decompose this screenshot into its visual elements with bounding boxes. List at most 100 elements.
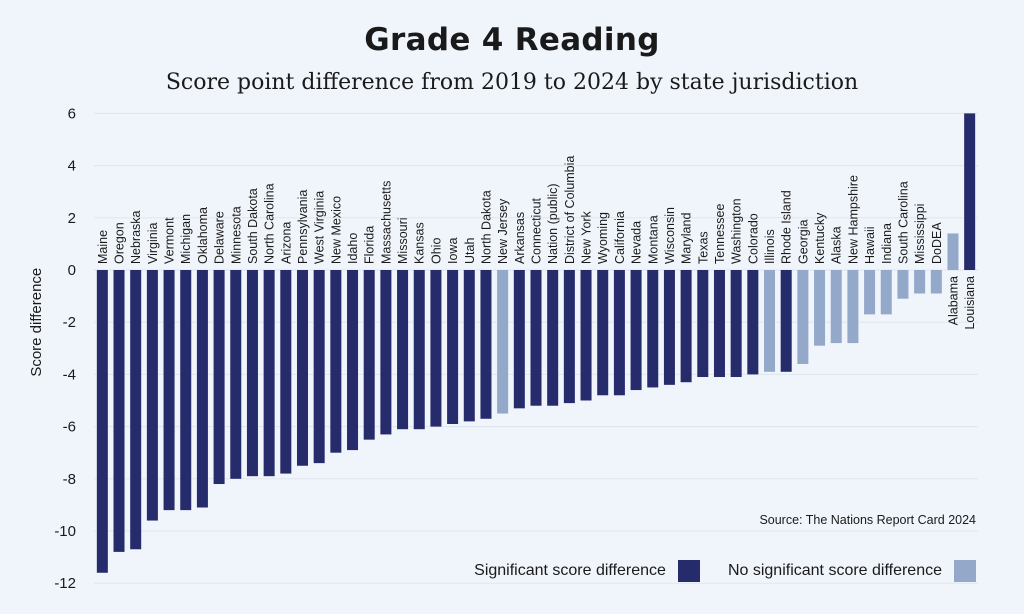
- bar-rhode-island: [780, 270, 792, 372]
- state-label: Georgia: [796, 219, 810, 264]
- bar-alabama: [947, 233, 959, 270]
- bar-minnesota: [230, 270, 242, 479]
- state-label: District of Columbia: [563, 156, 577, 264]
- state-label: Illinois: [763, 229, 777, 264]
- state-label: West Virginia: [313, 191, 327, 264]
- state-label: Michigan: [179, 214, 193, 264]
- state-label: Indiana: [880, 223, 894, 264]
- state-label: California: [613, 211, 627, 264]
- bar-new-hampshire: [847, 270, 859, 344]
- bar-missouri: [397, 270, 409, 430]
- y-axis-label: Score difference: [28, 268, 45, 377]
- state-label: New York: [580, 210, 594, 264]
- bar-mississippi: [914, 270, 926, 294]
- bar-kentucky: [814, 270, 826, 346]
- state-label: Arkansas: [513, 212, 527, 264]
- y-tick-label: -8: [63, 471, 76, 488]
- bar-ohio: [430, 270, 442, 427]
- y-tick-label: 0: [68, 262, 76, 279]
- legend-label-not-significant: No significant score difference: [727, 562, 942, 579]
- bar-new-jersey: [497, 270, 509, 414]
- bar-nebraska: [130, 270, 142, 550]
- state-label: Delaware: [213, 211, 227, 264]
- bar-oklahoma: [196, 270, 208, 508]
- state-label: Washington: [730, 198, 744, 264]
- state-label: Florida: [363, 226, 377, 264]
- bar-kansas: [413, 270, 425, 430]
- bar-district-of-columbia: [563, 270, 575, 404]
- bar-illinois: [764, 270, 776, 372]
- state-label: Maryland: [680, 213, 694, 264]
- bar-alaska: [830, 270, 842, 344]
- state-label: North Dakota: [479, 190, 493, 264]
- legend-swatch-not-significant: [954, 560, 976, 582]
- state-label: Massachusetts: [379, 181, 393, 264]
- bar-dodea: [930, 270, 942, 294]
- bar-iowa: [447, 270, 459, 424]
- state-label: Tennessee: [713, 203, 727, 264]
- y-tick-label: -4: [63, 366, 76, 383]
- chart-subtitle: Score point difference from 2019 to 2024…: [165, 70, 859, 95]
- y-tick-label: -6: [63, 419, 76, 436]
- state-label: North Carolina: [263, 183, 277, 264]
- bar-idaho: [347, 270, 359, 451]
- bar-tennessee: [713, 270, 725, 378]
- state-label: Nebraska: [129, 210, 143, 264]
- bar-indiana: [880, 270, 892, 315]
- state-label: Maine: [96, 230, 110, 264]
- y-tick-label: 4: [68, 158, 76, 175]
- y-tick-label: -10: [54, 523, 76, 540]
- y-tick-label: 2: [68, 210, 76, 227]
- state-label: Connecticut: [530, 197, 544, 264]
- state-label: Arizona: [279, 222, 293, 264]
- state-label: Oklahoma: [196, 207, 210, 264]
- state-label: Idaho: [346, 233, 360, 264]
- state-label: Virginia: [146, 222, 160, 264]
- bar-north-dakota: [480, 270, 492, 419]
- bar-new-mexico: [330, 270, 342, 453]
- legend-label-significant: Significant score difference: [474, 562, 666, 579]
- state-label: South Carolina: [896, 181, 910, 264]
- state-label: Colorado: [746, 213, 760, 264]
- state-label: Nevada: [630, 221, 644, 264]
- state-label: Kentucky: [813, 212, 827, 264]
- legend-swatch-significant: [677, 560, 700, 582]
- bar-south-carolina: [897, 270, 909, 299]
- bar-arkansas: [513, 270, 525, 409]
- legend-item-significant: Significant score difference: [474, 560, 700, 582]
- bar-maine: [96, 270, 108, 573]
- bar-florida: [363, 270, 375, 440]
- state-label: Rhode Island: [780, 190, 794, 264]
- state-label: Minnesota: [229, 206, 243, 264]
- bar-california: [613, 270, 625, 396]
- state-label: South Dakota: [246, 188, 260, 264]
- bar-louisiana: [964, 113, 976, 271]
- bar-georgia: [797, 270, 809, 364]
- bar-colorado: [747, 270, 759, 375]
- bar-wyoming: [597, 270, 609, 396]
- source-note: Source: The Nations Report Card 2024: [759, 513, 976, 527]
- y-tick-label: -12: [54, 575, 76, 592]
- state-label: Nation (public): [546, 183, 560, 264]
- state-label: Hawaii: [863, 226, 877, 264]
- bar-nevada: [630, 270, 642, 391]
- bar-north-carolina: [263, 270, 275, 477]
- bar-connecticut: [530, 270, 542, 406]
- state-label: Iowa: [446, 238, 460, 264]
- bar-arizona: [280, 270, 292, 474]
- bar-michigan: [180, 270, 192, 511]
- state-label: Montana: [646, 215, 660, 264]
- state-label: Oregon: [113, 222, 127, 264]
- state-label: Louisiana: [963, 276, 977, 330]
- bar-pennsylvania: [296, 270, 308, 466]
- bar-washington: [730, 270, 742, 378]
- state-label: Utah: [463, 238, 477, 264]
- bar-hawaii: [864, 270, 876, 315]
- bar-new-york: [580, 270, 592, 401]
- bar-montana: [647, 270, 659, 388]
- state-label: Alaska: [830, 226, 844, 264]
- y-tick-label: -2: [63, 314, 76, 331]
- bar-oregon: [113, 270, 125, 552]
